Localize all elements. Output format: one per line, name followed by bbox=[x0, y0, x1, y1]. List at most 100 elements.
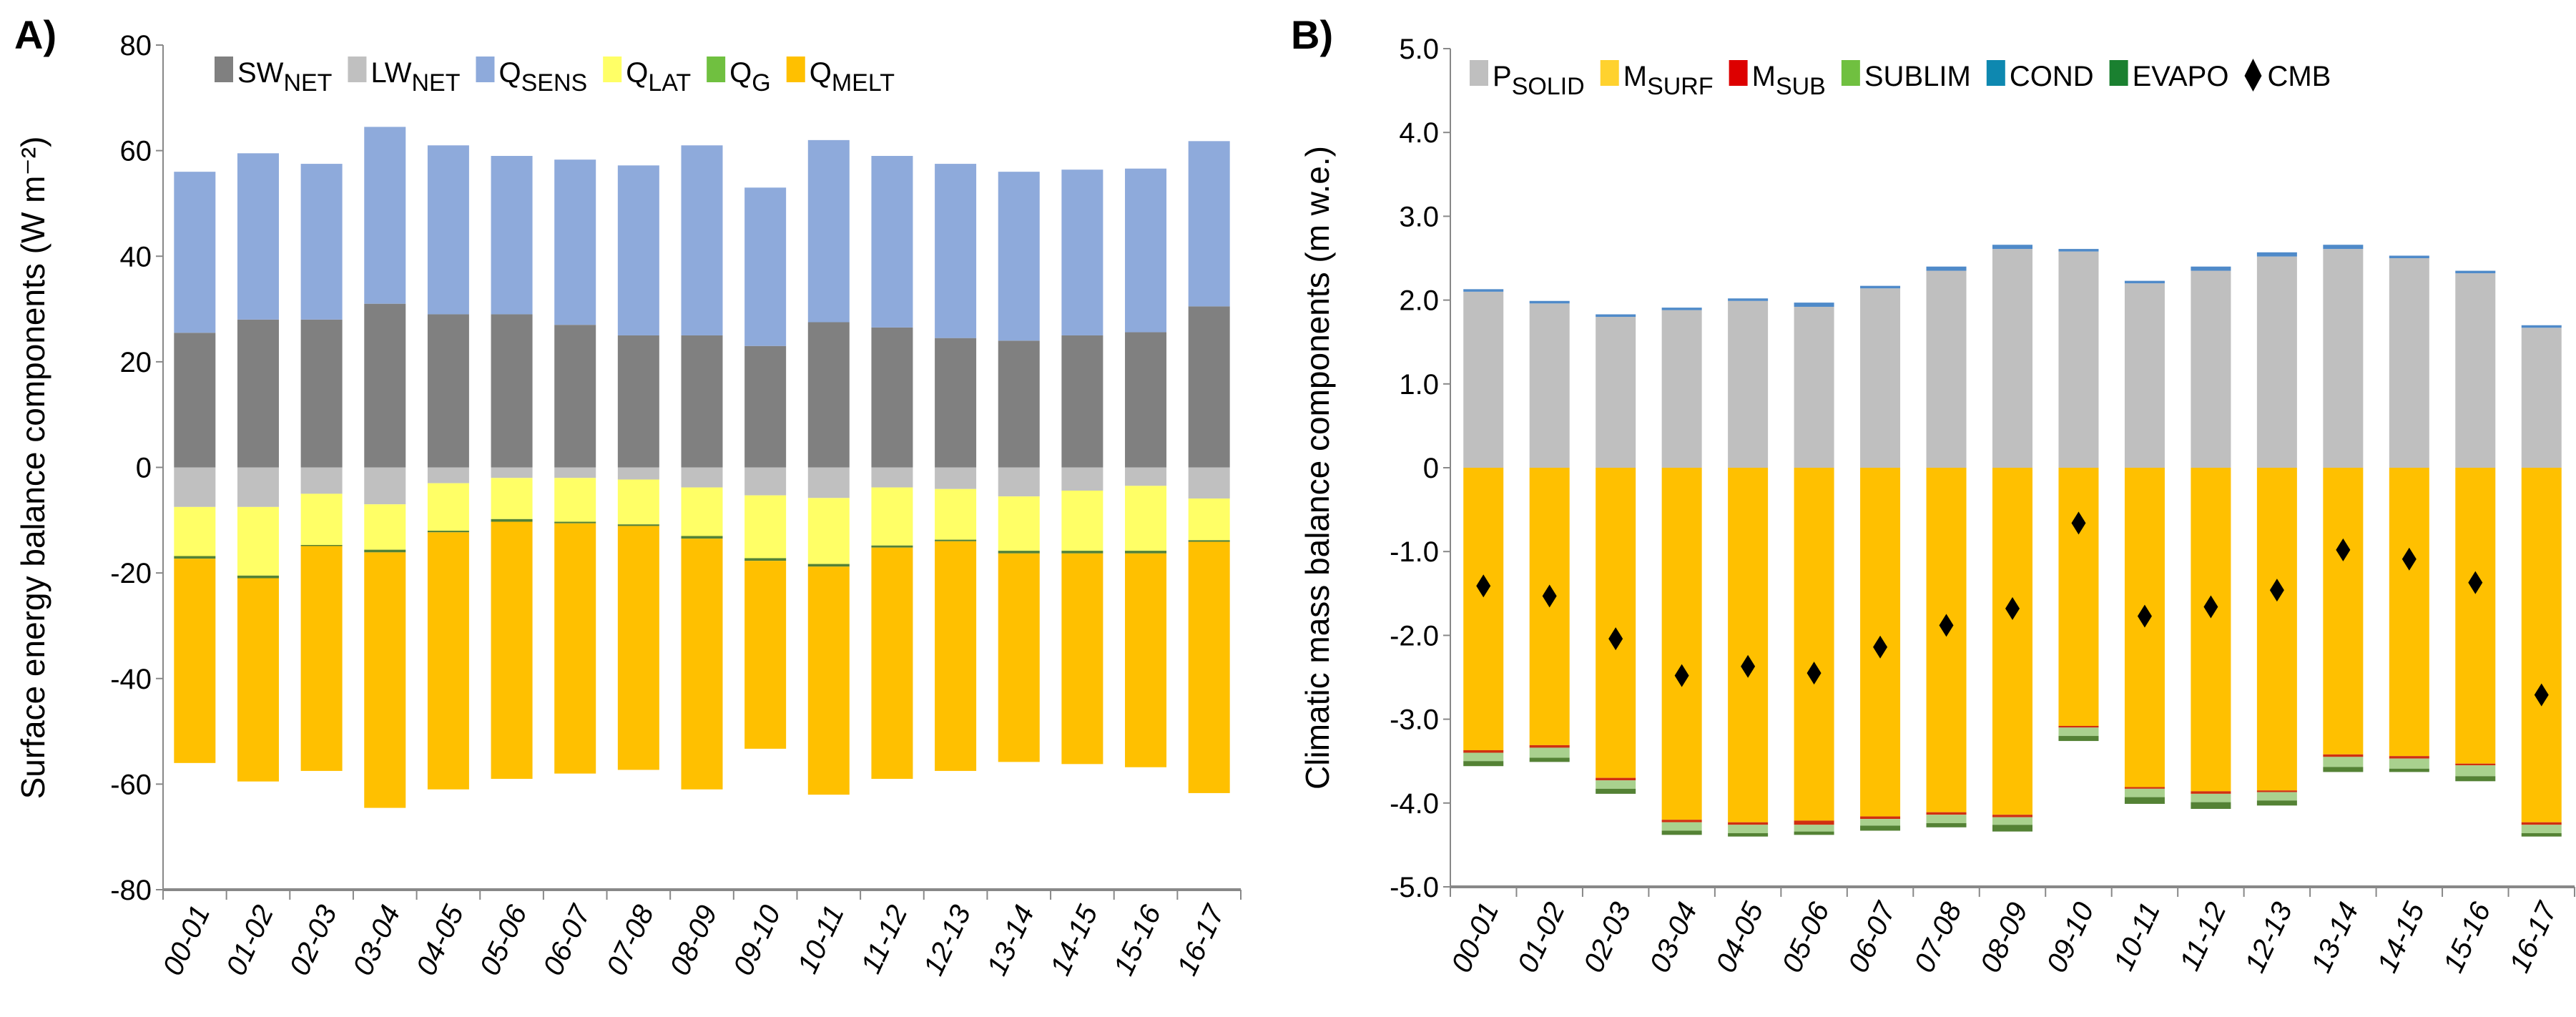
x-tick-label: 00-01 bbox=[157, 900, 216, 980]
legend-label-subscript: SOLID bbox=[1512, 73, 1585, 100]
bar-segment-qg bbox=[300, 545, 343, 546]
bar-segment-qmelt bbox=[1125, 553, 1167, 767]
bar-segment-qmelt bbox=[491, 521, 533, 779]
bar-segment-cond bbox=[1463, 289, 1504, 292]
bar-segment-msurf bbox=[2323, 468, 2364, 755]
legend-label: EVAPO bbox=[2133, 61, 2229, 92]
cmb-marker bbox=[2137, 604, 2152, 628]
legend-swatch bbox=[1986, 60, 2005, 86]
bar-segment-qsens bbox=[1188, 141, 1230, 307]
x-tick-label: 06-07 bbox=[537, 900, 597, 981]
bar-segment-qlat bbox=[1125, 486, 1167, 551]
legend-label-subscript: SUB bbox=[1776, 73, 1826, 100]
bar-segment-qlat bbox=[554, 478, 596, 522]
bar-segment-cond bbox=[2323, 245, 2364, 250]
legend-label-main: Q bbox=[810, 57, 832, 89]
bar-segment-swnet bbox=[744, 345, 787, 468]
bar-segment-cond bbox=[2256, 252, 2297, 257]
cmb-marker bbox=[2005, 596, 2020, 620]
bar-segment-qsens bbox=[617, 165, 659, 335]
x-tick-label: 01-02 bbox=[1512, 898, 1571, 977]
y-tick-label: -2.0 bbox=[1390, 620, 1439, 652]
bar-segment-lwnet bbox=[300, 467, 343, 494]
bar-segment-qg bbox=[174, 556, 216, 559]
bar-segment-qmelt bbox=[237, 578, 279, 782]
bar-segment-evapo bbox=[1728, 832, 1769, 837]
legend-item-qlat: QLAT bbox=[603, 56, 691, 97]
bar-segment-psolid bbox=[2323, 249, 2364, 468]
bar-segment-swnet bbox=[300, 319, 343, 468]
y-tick-label: 60 bbox=[120, 136, 152, 167]
cmb-marker bbox=[1542, 584, 1557, 608]
y-tick-label: -1.0 bbox=[1390, 536, 1439, 568]
x-tick-label: 14-15 bbox=[2371, 898, 2431, 978]
bar-segment-sublim bbox=[1794, 825, 1834, 832]
bar-segment-qg bbox=[554, 521, 596, 524]
legend-swatch bbox=[476, 56, 495, 82]
cmb-marker bbox=[2336, 538, 2351, 561]
bar-segment-msurf bbox=[1728, 468, 1769, 822]
y-tick-label: -40 bbox=[110, 664, 152, 695]
bar-segment-msub bbox=[2256, 790, 2297, 792]
x-tick-label: 09-10 bbox=[2041, 898, 2100, 977]
bar-segment-qmelt bbox=[998, 553, 1040, 762]
bar-segment-swnet bbox=[935, 338, 977, 468]
legend-swatch bbox=[1600, 60, 1619, 86]
bar-segment-psolid bbox=[2256, 256, 2297, 468]
bar-segment-cond bbox=[1529, 300, 1570, 304]
bar-segment-psolid bbox=[1860, 288, 1901, 468]
bar-segment-qlat bbox=[935, 488, 977, 540]
bar-segment-swnet bbox=[1061, 335, 1103, 468]
bar-segment-qmelt bbox=[681, 539, 723, 790]
bar-segment-qsens bbox=[237, 153, 279, 320]
x-tick-label: 03-04 bbox=[1644, 898, 1704, 977]
legend-swatch bbox=[1470, 60, 1488, 86]
bar-segment-qg bbox=[998, 551, 1040, 554]
y-tick-label: -20 bbox=[110, 558, 152, 589]
bar-segment-sublim bbox=[2323, 757, 2364, 767]
bar-segment-cond bbox=[1794, 303, 1834, 307]
bar-segment-qlat bbox=[998, 496, 1040, 551]
legend-swatch bbox=[348, 56, 367, 82]
y-tick-label: -4.0 bbox=[1390, 788, 1439, 820]
legend-swatch bbox=[2109, 60, 2128, 86]
bar-segment-msub bbox=[2124, 787, 2165, 789]
bar-segment-psolid bbox=[1992, 249, 2032, 468]
bar-segment-cond bbox=[2455, 270, 2496, 274]
legend-label: CMB bbox=[2267, 61, 2331, 92]
bar-segment-psolid bbox=[2521, 328, 2562, 468]
bar-segment-qlat bbox=[237, 506, 279, 576]
bar-segment-swnet bbox=[617, 335, 659, 468]
bar-segment-qg bbox=[427, 531, 469, 533]
legend-item-msurf: MSURF bbox=[1600, 60, 1714, 100]
legend-label-main: SUBLIM bbox=[1864, 61, 1971, 92]
bar-segment-sublim bbox=[1529, 747, 1570, 758]
x-tick-label: 10-11 bbox=[2108, 898, 2166, 976]
bar-segment-evapo bbox=[2124, 797, 2165, 804]
bar-segment-psolid bbox=[1926, 270, 1967, 468]
bar-segment-qmelt bbox=[871, 547, 913, 779]
bar-segment-qg bbox=[1061, 551, 1103, 554]
bar-segment-qlat bbox=[300, 493, 343, 546]
bar-segment-swnet bbox=[427, 314, 469, 468]
bar-segment-psolid bbox=[2191, 270, 2231, 468]
x-tick-label: 11-12 bbox=[2174, 898, 2233, 976]
bar-segment-msub bbox=[1661, 820, 1702, 822]
bar-segment-swnet bbox=[237, 319, 279, 468]
bar-segment-cond bbox=[1596, 314, 1636, 318]
bar-segment-msurf bbox=[1926, 468, 1967, 812]
x-tick-label: 12-13 bbox=[2239, 898, 2299, 977]
bar-segment-lwnet bbox=[364, 467, 406, 505]
bar-segment-evapo bbox=[1860, 825, 1901, 831]
bar-segment-qmelt bbox=[617, 526, 659, 770]
y-tick-label: -5.0 bbox=[1390, 872, 1439, 903]
x-tick-label: 15-16 bbox=[1108, 900, 1167, 981]
bar-segment-sublim bbox=[2191, 793, 2231, 802]
legend-label-main: M bbox=[1623, 61, 1647, 92]
bar-segment-lwnet bbox=[998, 467, 1040, 497]
bar-segment-msub bbox=[1992, 815, 2032, 817]
legend-label-main: COND bbox=[2010, 61, 2094, 92]
bar-segment-qg bbox=[807, 564, 850, 567]
bar-segment-sublim bbox=[2256, 792, 2297, 801]
bar-segment-evapo bbox=[2191, 802, 2231, 810]
